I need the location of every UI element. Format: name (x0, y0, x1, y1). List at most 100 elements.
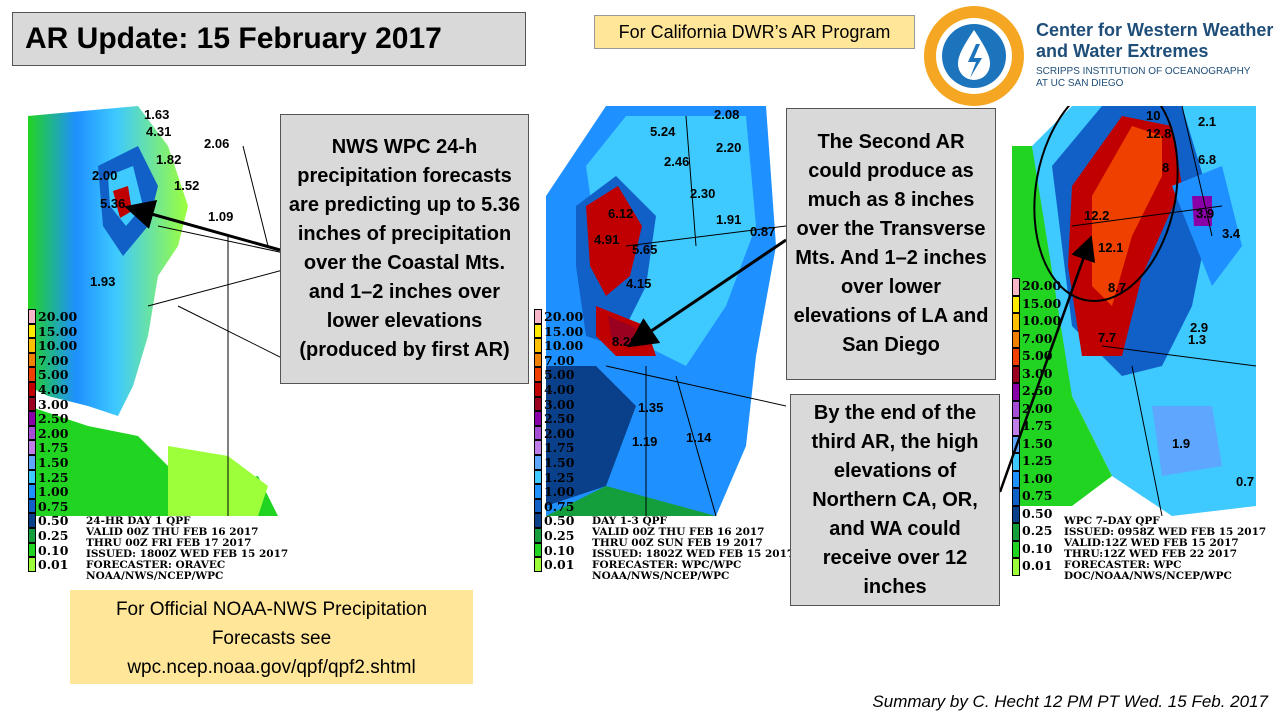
legend-label: 15.00 (1022, 295, 1062, 311)
map3-value: 10 (1146, 108, 1160, 123)
map-info-line: ISSUED: 1800Z WED FEB 15 2017 (86, 548, 289, 560)
legend-swatch (534, 396, 542, 412)
legend-swatch (1012, 470, 1020, 488)
legend-label: 1.00 (544, 484, 575, 500)
map-info-line: NOAA/NWS/NCEP/WPC (592, 570, 730, 582)
legend-swatch (534, 484, 542, 499)
map3-value: 3.4 (1222, 226, 1241, 241)
map3-value: 3.9 (1196, 206, 1214, 221)
map-info-line: 24-HR DAY 1 QPF (86, 515, 191, 527)
water-drop-icon (924, 6, 1024, 106)
map3-info: WPC 7-DAY QPF ISSUED: 0958Z WED FEB 15 20… (1064, 516, 1266, 582)
map-info-line: DAY 1-3 QPF (592, 515, 668, 527)
callout-third-text: By the end of the third AR, the high ele… (811, 401, 979, 598)
legend-label: 1.50 (38, 455, 69, 470)
map-info-line: WPC 7-DAY QPF (1064, 515, 1160, 527)
legend-swatch (534, 411, 542, 426)
legend-swatch (28, 411, 36, 426)
legend-label: 0.10 (544, 542, 575, 558)
legend-label: 20.00 (38, 309, 78, 324)
legend-swatch (1012, 540, 1020, 558)
legend-swatch (28, 425, 36, 441)
legend-label: 0.75 (544, 498, 575, 514)
legend-label: 0.50 (38, 513, 69, 529)
legend-label: 7.00 (544, 352, 575, 368)
legend-label: 0.01 (1022, 558, 1053, 573)
legend-label: 5.00 (544, 367, 575, 383)
map2-value: 2.30 (690, 186, 715, 201)
official-forecast-box: For Official NOAA-NWS Precipitation Fore… (70, 590, 473, 684)
legend-label: 0.01 (38, 557, 69, 573)
legend-swatch (28, 323, 36, 339)
map2-value: 4.91 (594, 232, 619, 247)
legend-label: 2.50 (544, 411, 575, 427)
legend-label: 0.75 (38, 498, 69, 514)
legend-swatch (28, 513, 36, 528)
logo-name: Center for Western Weather and Water Ext… (1036, 20, 1276, 62)
legend-label: 0.50 (1022, 505, 1053, 521)
legend-label: 10.00 (38, 338, 78, 354)
legend-label: 20.00 (1022, 278, 1062, 293)
legend-label: 15.00 (544, 323, 584, 339)
legend-swatch (1012, 278, 1020, 296)
map3-value: 12.2 (1084, 208, 1109, 223)
map2-value: 2.08 (714, 107, 739, 122)
map2-value: 8.21 (612, 334, 637, 349)
logo-name-line2: and Water Extremes (1036, 41, 1209, 61)
logo-sub-line2: AT UC SAN DIEGO (1036, 78, 1124, 89)
legend-swatch (1012, 313, 1020, 331)
logo-subtitle: SCRIPPS INSTITUTION OF OCEANOGRAPHY AT U… (1036, 66, 1276, 90)
legend-label: 1.00 (38, 484, 69, 500)
map3-value: 8 (1162, 160, 1169, 175)
map3-value: 2.9 (1190, 320, 1208, 335)
legend-swatch (28, 455, 36, 470)
legend-swatch (534, 469, 542, 485)
legend-label: 0.10 (1022, 540, 1053, 556)
legend-label: 10.00 (1022, 313, 1062, 328)
map-info-line: VALID 00Z THU FEB 16 2017 (86, 526, 259, 538)
legend-label: 0.25 (1022, 523, 1053, 538)
map1-value: 2.00 (92, 168, 117, 183)
map2-value: 1.19 (632, 434, 657, 449)
legend-swatch (28, 382, 36, 397)
legend-swatch (534, 498, 542, 514)
legend-swatch (1012, 505, 1020, 523)
legend-label: 7.00 (38, 352, 69, 368)
legend-swatch (28, 484, 36, 499)
legend-label: 0.01 (544, 557, 575, 573)
legend-label: 1.00 (1022, 470, 1053, 486)
summary-credit: Summary by C. Hecht 12 PM PT Wed. 15 Feb… (872, 692, 1268, 711)
map2-value: 2.20 (716, 140, 741, 155)
legend-swatch (1012, 558, 1020, 576)
legend-swatch (534, 557, 542, 572)
map2-info: DAY 1-3 QPF VALID 00Z THU FEB 16 2017 THRU… (592, 516, 794, 582)
map1-value: 4.31 (146, 124, 171, 139)
legend-swatch (1012, 295, 1020, 313)
map2-value: 5.65 (632, 242, 657, 257)
official-url[interactable]: wpc.ncep.noaa.gov/qpf/qpf2.shtml (127, 657, 416, 678)
map-info-line: FORECASTER: WPC/WPC (592, 559, 742, 571)
map1-value: 1.09 (208, 209, 233, 224)
map2-value: 6.12 (608, 206, 633, 221)
map3-value: 12.8 (1146, 126, 1171, 141)
legend-label: 1.25 (38, 469, 69, 485)
legend-swatch (28, 469, 36, 485)
legend-swatch (28, 440, 36, 455)
callout-third-ar: By the end of the third AR, the high ele… (790, 394, 1000, 606)
map-info-line: THRU 00Z FRI FEB 17 2017 (86, 537, 252, 549)
legend-label: 2.00 (544, 425, 575, 441)
map2-value: 1.14 (686, 430, 712, 445)
map1-value: 1.93 (90, 274, 115, 289)
legend-label: 0.25 (544, 528, 575, 543)
legend-label: 1.25 (544, 469, 575, 485)
legend-swatch (534, 309, 542, 324)
map2-value: 1.91 (716, 212, 741, 227)
legend-swatch (28, 498, 36, 514)
legend-label: 1.25 (1022, 453, 1053, 468)
map2-value: 2.46 (664, 154, 689, 169)
map1-value: 1.63 (144, 107, 169, 122)
map3-value: 12.1 (1098, 240, 1123, 255)
map3-value: 1.3 (1188, 332, 1206, 347)
legend-label: 10.00 (544, 338, 584, 354)
map-info-line: THRU 00Z SUN FEB 19 2017 (592, 537, 763, 549)
